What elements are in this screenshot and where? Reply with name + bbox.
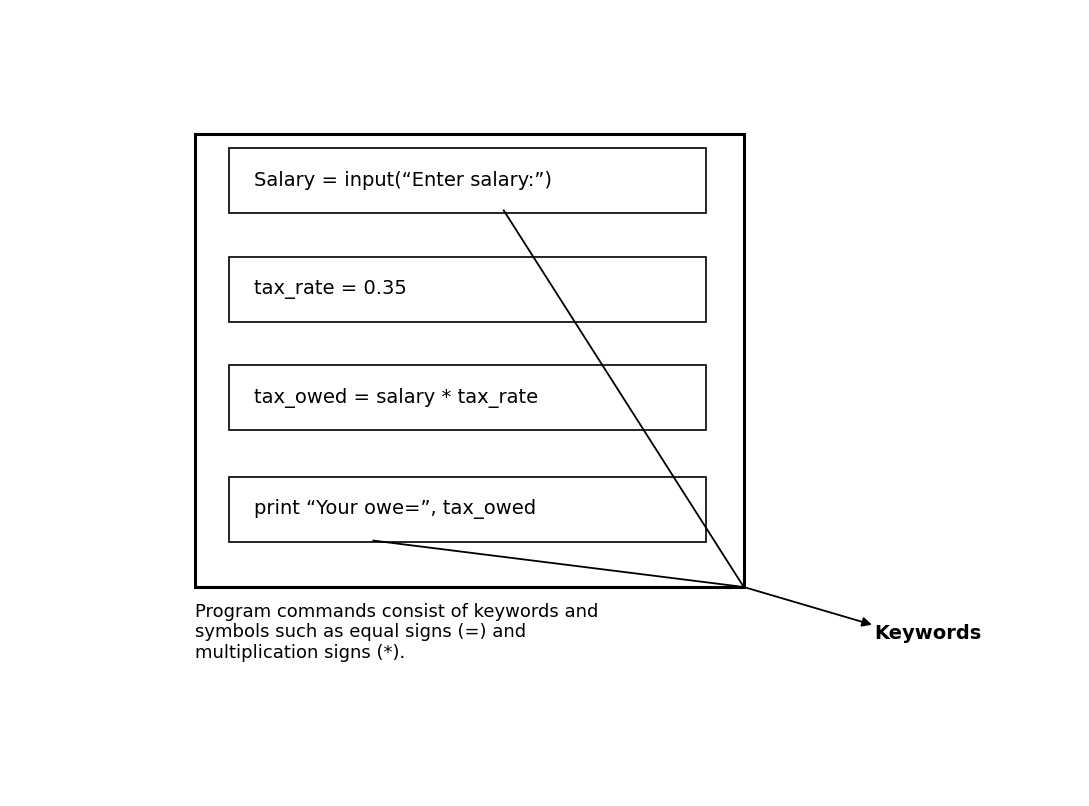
Text: Program commands consist of keywords and
symbols such as equal signs (=) and
mul: Program commands consist of keywords and… xyxy=(195,603,599,662)
Bar xyxy=(229,148,706,213)
Text: tax_owed = salary * tax_rate: tax_owed = salary * tax_rate xyxy=(254,388,538,408)
Bar xyxy=(229,477,706,542)
Bar xyxy=(195,134,744,587)
Text: Salary = input(“Enter salary:”): Salary = input(“Enter salary:”) xyxy=(254,171,552,190)
Text: tax_rate = 0.35: tax_rate = 0.35 xyxy=(254,280,407,298)
Bar xyxy=(229,365,706,430)
Text: print “Your owe=”, tax_owed: print “Your owe=”, tax_owed xyxy=(254,500,537,519)
Bar xyxy=(229,256,706,322)
Text: Keywords: Keywords xyxy=(874,624,982,643)
